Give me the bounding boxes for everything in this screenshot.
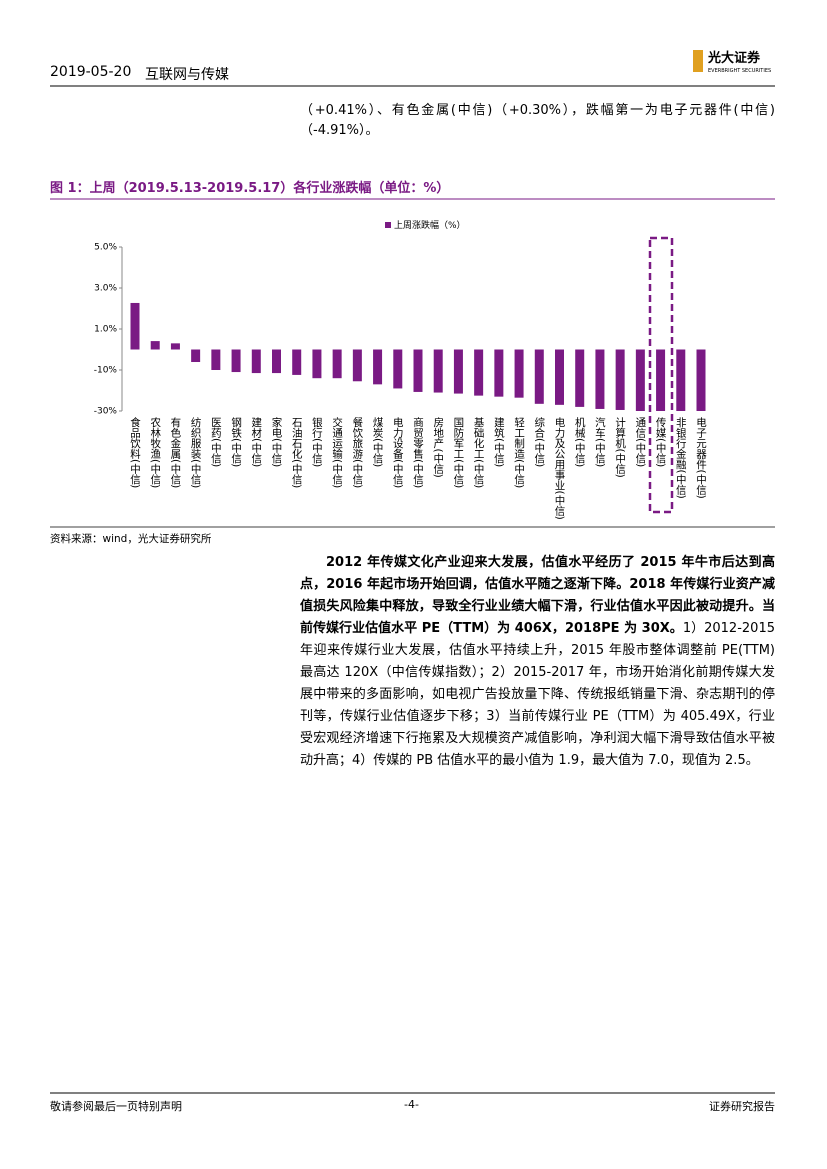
highlight-box — [648, 236, 674, 514]
x-tick-label: 传媒(中信) — [655, 417, 667, 467]
bar — [393, 349, 403, 389]
x-tick-label: 基础化工(中信) — [473, 416, 485, 488]
bar — [696, 349, 706, 411]
bar — [170, 343, 180, 350]
bar — [494, 349, 504, 397]
x-tick-label: 建筑(中信) — [493, 416, 505, 467]
bar — [150, 341, 160, 350]
bar — [615, 349, 625, 410]
bar — [413, 349, 423, 392]
logo-text: 光大证券 — [707, 50, 761, 66]
x-tick-label: 轻工制造(中信) — [513, 416, 525, 488]
x-tick-label: 交通运输(中信) — [331, 416, 343, 488]
bar — [251, 349, 261, 374]
bar — [514, 349, 524, 398]
plot — [130, 302, 706, 411]
bar — [635, 349, 645, 411]
x-tick-label: 电力及公用事业(中信) — [554, 416, 566, 519]
x-tick-label: 电力设备(中信) — [392, 416, 404, 488]
x-tick-label: 餐饮旅游(中信) — [351, 416, 363, 488]
x-tick-label: 家电(中信) — [271, 416, 283, 467]
x-tick-label: 计算机(中信) — [614, 416, 626, 477]
bar — [332, 349, 342, 379]
bar — [292, 349, 302, 375]
body-normal: 1）2012-2015 年迎来传媒行业大发展，估值水平持续上升，2015 年股市… — [300, 621, 775, 768]
y-tick-label: 1.0% — [94, 325, 117, 335]
intro-text: （+0.41%）、有色金属(中信)（+0.30%），跌幅第一为电子元器件(中信)… — [300, 103, 775, 138]
x-tick-label: 国防军工(中信) — [452, 417, 464, 488]
bar — [211, 349, 221, 370]
footer-left: 敬请参阅最后一页特别声明 — [50, 1100, 182, 1113]
x-tick-label: 有色金属(中信) — [169, 416, 181, 488]
bar — [272, 349, 281, 374]
bar — [130, 302, 140, 350]
bar — [676, 349, 686, 411]
bar — [453, 349, 463, 394]
x-tick-label: 石油石化(中信) — [291, 417, 303, 488]
x-tick-label: 综合(中信) — [533, 416, 545, 467]
bar — [595, 349, 605, 409]
bar — [352, 349, 362, 382]
figure-title: 图 1：上周（2019.5.13-2019.5.17）各行业涨跌幅（单位：%） — [50, 181, 450, 196]
bar — [575, 349, 585, 407]
x-tick-label: 电子元器件(中信) — [695, 416, 707, 498]
bar — [534, 349, 544, 404]
x-tick-label: 非银行金融(中信) — [675, 417, 687, 499]
logo-en: EVERBRIGHT SECURITIES — [708, 68, 771, 74]
bar — [433, 349, 443, 393]
bar — [555, 349, 564, 405]
legend-swatch — [385, 222, 391, 228]
x-tick-label: 食品饮料(中信) — [129, 416, 141, 488]
y-tick-label: -10% — [94, 366, 118, 376]
bar — [231, 349, 241, 373]
header-sector: 互联网与传媒 — [145, 67, 229, 83]
bar — [656, 349, 666, 411]
bar — [474, 349, 484, 396]
bar — [312, 349, 322, 379]
x-tick-label: 通信(中信) — [634, 417, 646, 467]
bar — [191, 349, 201, 363]
legend-label: 上周涨跌幅（%） — [394, 219, 466, 231]
x-tick-label: 银行(中信) — [311, 416, 323, 467]
footer-right: 证券研究报告 — [709, 1100, 775, 1113]
y-tick-label: 3.0% — [94, 284, 117, 294]
x-tick-label: 钢铁(中信) — [230, 416, 242, 467]
x-tick-label: 商贸零售(中信) — [412, 416, 424, 488]
x-tick-label: 汽车(中信) — [594, 416, 606, 467]
source: 资料来源：wind，光大证券研究所 — [50, 533, 212, 545]
x-tick-label: 医药(中信) — [210, 417, 222, 467]
bar — [373, 349, 383, 385]
x-tick-label: 纺织服装(中信) — [190, 416, 202, 488]
y-tick-label: -30% — [94, 407, 118, 417]
x-tick-label: 农林牧渔(中信) — [149, 416, 161, 488]
x-tick-label: 房地产(中信) — [432, 416, 444, 477]
header-date: 2019-05-20 — [50, 64, 132, 80]
y-tick-label: 5.0% — [94, 243, 117, 253]
x-tick-label: 机械(中信) — [574, 416, 586, 467]
footer-center: -4- — [404, 1098, 419, 1111]
x-tick-label: 煤炭(中信) — [372, 416, 384, 467]
logo-icon — [693, 50, 703, 72]
x-tick-label: 建材(中信) — [250, 416, 262, 467]
body-bold: 2012 年传媒文化产业迎来大发展，估值水平经历了 2015 年牛市后达到高点，… — [300, 555, 775, 636]
body-text: 2012 年传媒文化产业迎来大发展，估值水平经历了 2015 年牛市后达到高点，… — [300, 552, 775, 772]
